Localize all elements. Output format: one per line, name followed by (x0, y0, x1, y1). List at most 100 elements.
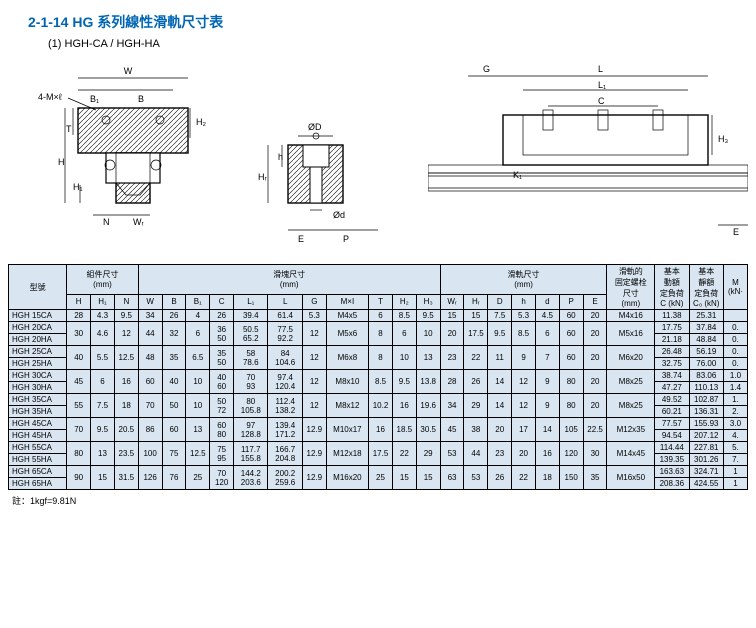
cell: 9 (535, 370, 559, 394)
cell-model: HGH 15CA (9, 310, 67, 322)
cell: 12.5 (114, 346, 138, 370)
table-row: HGH 15CA284.39.5342642639.461.45.3M4x568… (9, 310, 748, 322)
cell: 301.26 (689, 454, 723, 466)
cell: 9.5 (91, 418, 115, 442)
col-header: B₁ (186, 294, 210, 309)
cell: 6 (392, 322, 416, 346)
cell: 12.9 (302, 442, 326, 466)
cell: 12 (302, 346, 326, 370)
cell: 6 (186, 322, 210, 346)
cell: 8.5 (392, 310, 416, 322)
cell: 97.4 120.4 (268, 370, 302, 394)
svg-text:Hᵣ: Hᵣ (258, 172, 267, 182)
cell: 12.9 (302, 418, 326, 442)
cell: 126 (138, 466, 162, 490)
svg-text:H: H (58, 157, 65, 167)
col-header: d (535, 294, 559, 309)
col-header: Wᵣ (440, 294, 464, 309)
cell: 94.54 (655, 430, 689, 442)
cell: 53 (464, 466, 488, 490)
cell: 0. (723, 346, 747, 358)
table-header: 型號 組件尺寸 (mm) 滑塊尺寸 (mm) 滑軌尺寸 (mm) 滑軌的 固定螺… (9, 265, 748, 310)
cell: 97 128.8 (234, 418, 268, 442)
cell: 8 (369, 346, 393, 370)
col-header: P (559, 294, 583, 309)
cell: 23.5 (114, 442, 138, 466)
cell: 9.5 (416, 310, 440, 322)
cell-bolt: M8x25 (607, 370, 655, 394)
cell: 13 (186, 418, 210, 442)
cell-model: HGH 35CA (9, 394, 67, 406)
cell: 9.5 (114, 310, 138, 322)
cell: 136.31 (689, 406, 723, 418)
cell: 60 (162, 418, 186, 442)
cell: 5.5 (91, 346, 115, 370)
svg-text:Wᵣ: Wᵣ (133, 217, 144, 227)
colgroup-bolt: 滑軌的 固定螺栓 尺寸 (mm) (607, 265, 655, 310)
cell-model: HGH 65CA (9, 466, 67, 478)
col-model: 型號 (9, 265, 67, 310)
cell: 32 (162, 322, 186, 346)
cell: M10x17 (326, 418, 368, 442)
cell: 3.0 (723, 418, 747, 430)
cell: 40 60 (210, 370, 234, 394)
cell: 9 (512, 346, 536, 370)
cell: 60 (559, 310, 583, 322)
cell: 49.52 (655, 394, 689, 406)
cell: 10 (416, 322, 440, 346)
col-header: Hᵣ (464, 294, 488, 309)
svg-text:H₂: H₂ (196, 117, 206, 127)
col-header: L₁ (234, 294, 268, 309)
cell: 7 (535, 346, 559, 370)
cell: 44 (464, 442, 488, 466)
diagrams-row: W 4-M×ℓ B₁ B T H (28, 60, 748, 250)
cell: 13.8 (416, 370, 440, 394)
cell: 139.4 171.2 (268, 418, 302, 442)
cell: 200.2 259.6 (268, 466, 302, 490)
cell: 1.0 (723, 370, 747, 382)
dimensions-table: 型號 組件尺寸 (mm) 滑塊尺寸 (mm) 滑軌尺寸 (mm) 滑軌的 固定螺… (8, 264, 748, 490)
cell: 16 (392, 394, 416, 418)
cell: 2. (723, 406, 747, 418)
cell: 60.21 (655, 406, 689, 418)
cell: 4.3 (91, 310, 115, 322)
svg-text:E: E (733, 227, 739, 237)
cell: 100 (138, 442, 162, 466)
cell: 83.06 (689, 370, 723, 382)
cell: 37.84 (689, 322, 723, 334)
cell: 20.5 (114, 418, 138, 442)
cell-bolt: M12x35 (607, 418, 655, 442)
cell: 80 (67, 442, 91, 466)
svg-text:B₁: B₁ (90, 94, 99, 104)
col-header: H₂ (392, 294, 416, 309)
colgroup-rail: 滑軌尺寸 (mm) (440, 265, 607, 295)
cell: 12 (302, 370, 326, 394)
cell: M12x18 (326, 442, 368, 466)
cell-model: HGH 45HA (9, 430, 67, 442)
col-header: N (114, 294, 138, 309)
cell (723, 310, 747, 322)
table-row: HGH 55CA801323.51007512.575 95117.7 155.… (9, 442, 748, 454)
svg-text:ØD: ØD (308, 122, 322, 132)
cell: 20 (512, 442, 536, 466)
cell: 26.48 (655, 346, 689, 358)
cell: 207.12 (689, 430, 723, 442)
cell: 22 (464, 346, 488, 370)
cell-model: HGH 30CA (9, 370, 67, 382)
cell: 14 (488, 394, 512, 418)
cell: 15 (416, 466, 440, 490)
cell: 75 (162, 442, 186, 466)
cell: 208.36 (655, 478, 689, 490)
footnote: 註：1kgf=9.81N (12, 494, 748, 507)
cell: 45 (67, 370, 91, 394)
cell: 26 (488, 466, 512, 490)
cell: 102.87 (689, 394, 723, 406)
cell: 50.5 65.2 (234, 322, 268, 346)
cell-bolt: M4x16 (607, 310, 655, 322)
svg-text:H₃: H₃ (718, 134, 728, 144)
cell: 32.75 (655, 358, 689, 370)
col-header: H₃ (416, 294, 440, 309)
cell: 70 93 (234, 370, 268, 394)
cell: M4x5 (326, 310, 368, 322)
cell: 15 (91, 466, 115, 490)
